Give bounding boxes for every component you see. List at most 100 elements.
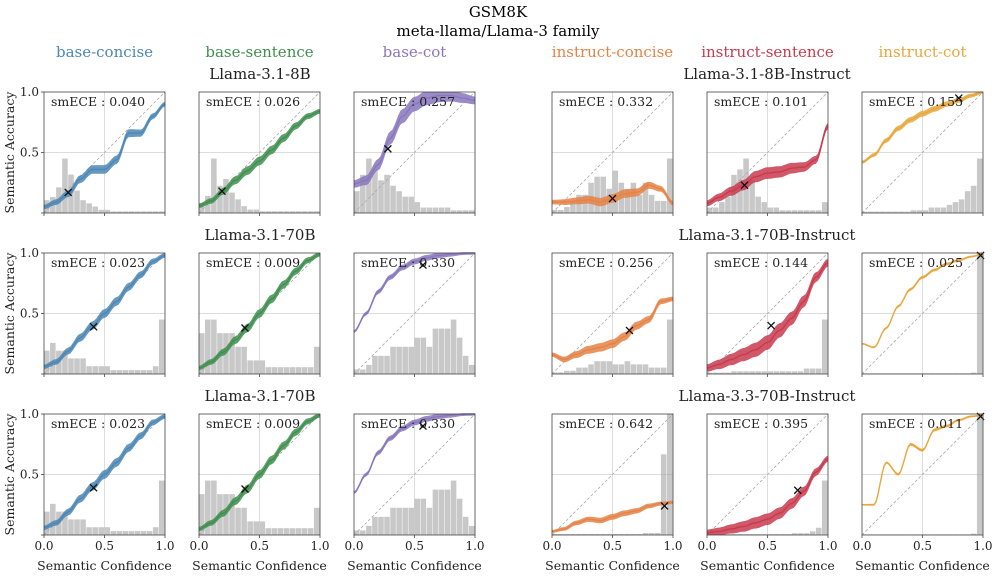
histogram-bar: [253, 521, 259, 535]
smece-label: smECE : 0.023: [51, 416, 145, 431]
histogram-bar: [420, 207, 427, 213]
histogram-bar: [462, 516, 469, 535]
histogram-bar: [152, 527, 159, 535]
histogram-bar: [253, 360, 259, 374]
histogram-bar: [606, 361, 612, 374]
mean-marker: [89, 322, 98, 331]
histogram-bar: [289, 211, 296, 213]
perfect-calibration-diagonal: [353, 252, 476, 375]
histogram-bar: [444, 489, 451, 535]
histogram-bar: [146, 211, 153, 213]
x-tick-label: 1.0: [155, 539, 174, 553]
histogram-bar: [468, 525, 475, 535]
x-tick-label: 1.0: [663, 539, 682, 553]
smece-label: smECE : 0.023: [51, 255, 145, 270]
histogram-bar: [761, 371, 767, 374]
histogram-bar: [152, 366, 159, 374]
y-tick-label: 1.0: [20, 246, 39, 260]
histogram-bar: [390, 185, 396, 213]
histogram-bar: [862, 211, 868, 213]
histogram-bar: [725, 534, 731, 535]
marker-stroke: [954, 94, 963, 103]
mean-marker: [793, 486, 802, 495]
histogram-bar: [606, 533, 612, 535]
calibration-curve: [861, 253, 984, 349]
histogram-bar: [432, 328, 439, 374]
histogram-bar: [265, 211, 272, 213]
histogram-bar: [50, 503, 56, 535]
histogram-bar: [205, 480, 211, 535]
histogram-bar: [68, 519, 74, 535]
x-tick-label: 0.5: [250, 539, 269, 553]
histogram-bar: [910, 210, 916, 213]
histogram-bar: [725, 196, 731, 213]
histogram-bar: [420, 498, 427, 535]
histogram-bar: [62, 350, 68, 374]
histogram-bar: [892, 211, 898, 213]
histogram-bar: [205, 319, 211, 374]
smece-label: smECE : 0.395: [714, 416, 808, 431]
x-axis-labels: Semantic Confidence Semantic Confidence Se…: [37, 558, 990, 573]
marker-stroke: [608, 194, 617, 203]
histogram-bar: [372, 169, 378, 213]
histogram-bar: [408, 196, 414, 213]
histogram-bar: [456, 498, 463, 535]
y-tick-label: 1.0: [20, 85, 39, 99]
histogram-bar: [122, 370, 129, 374]
histogram-bar: [618, 364, 625, 374]
histogram-bar: [104, 366, 111, 374]
histogram-bar: [767, 371, 774, 374]
histogram-bar: [558, 209, 564, 213]
marker-stroke: [660, 502, 669, 510]
histogram-bar: [44, 511, 50, 535]
histogram-bar: [648, 532, 655, 535]
histogram-bar: [588, 364, 594, 374]
histogram-bar: [295, 211, 302, 213]
column-label-instruct-concise: instruct-concise: [552, 43, 674, 61]
histogram-bar: [128, 211, 135, 213]
smece-label: smECE : 0.101: [714, 94, 808, 109]
histogram-bar: [313, 346, 320, 374]
histogram-bar: [116, 531, 123, 535]
histogram-bar: [761, 202, 767, 213]
confidence-band: [707, 122, 828, 207]
histogram-bar: [564, 370, 570, 374]
x-axis-label: Semantic Confidence: [192, 558, 327, 573]
histogram-bar: [384, 174, 390, 213]
histogram-bar: [199, 333, 205, 374]
calibration-curve: [198, 414, 321, 530]
histogram-bar: [86, 203, 92, 213]
histogram-bar: [749, 534, 755, 535]
calibration-curve: [551, 501, 674, 533]
histogram-bar: [307, 367, 314, 374]
histogram-bar: [737, 534, 743, 535]
histogram-bar: [809, 531, 816, 535]
confidence-band: [707, 258, 828, 372]
marker-stroke: [64, 188, 73, 197]
histogram-bar: [570, 200, 576, 213]
histogram: [552, 414, 673, 535]
histogram-bar: [80, 200, 86, 213]
histogram-bar: [354, 191, 360, 213]
histogram-bar: [450, 319, 457, 374]
histogram-bar: [74, 519, 80, 535]
x-axis-label: Semantic Confidence: [347, 558, 482, 573]
histogram-bar: [390, 346, 396, 374]
histogram-bar: [217, 185, 223, 213]
histogram-bar: [414, 202, 421, 213]
column-label-instruct-cot: instruct-cot: [879, 43, 967, 61]
histogram-bar: [970, 185, 977, 213]
histogram-bar: [152, 211, 159, 213]
perfect-calibration-diagonal: [353, 91, 476, 214]
histogram-bar: [880, 211, 886, 213]
histogram-bar: [432, 207, 439, 213]
histogram-bar: [211, 319, 217, 374]
histogram-bar: [755, 196, 761, 213]
histogram-bar: [660, 200, 667, 213]
histogram-bar: [414, 337, 421, 374]
histogram-bar: [420, 337, 427, 374]
histogram-bar: [803, 368, 810, 374]
histogram-bar: [98, 527, 104, 535]
panel-base-concise-row2: smECE : 0.023 0.5 1.0 0.0 0.5 1.0: [20, 407, 175, 553]
histogram: [199, 480, 320, 535]
